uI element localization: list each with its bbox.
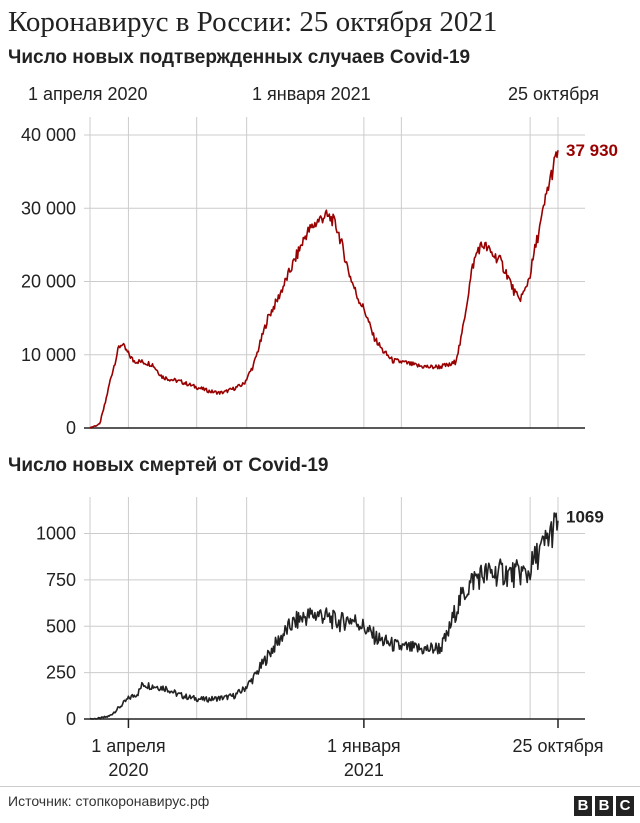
bbc-logo: B B C: [574, 796, 634, 816]
y-tick-label: 0: [66, 709, 76, 729]
data-series-line: [89, 512, 559, 720]
last-value-label: 1069: [566, 508, 604, 527]
x-tick-label-year: 2020: [108, 760, 148, 780]
data-series-line: [89, 150, 559, 429]
y-tick-label: 10 000: [21, 345, 76, 365]
y-tick-label: 30 000: [21, 198, 76, 218]
chart-title: Коронавирус в России: 25 октября 2021: [8, 6, 498, 38]
y-tick-label: 0: [66, 418, 76, 438]
y-tick-label: 40 000: [21, 125, 76, 145]
top-label-apr-2020: 1 апреля 2020: [28, 84, 148, 104]
bbc-logo-letter: C: [616, 796, 634, 816]
bbc-logo-letter: B: [574, 796, 592, 816]
bbc-logo-letter: B: [595, 796, 613, 816]
y-tick-label: 250: [46, 663, 76, 683]
footer-divider: [0, 786, 640, 787]
top-label-jan-2021: 1 января 2021: [252, 84, 371, 104]
x-tick-label: 1 апреля: [91, 736, 165, 756]
deaths-chart: 0 250 500 750 1000 1069 1 апреля 2020 1 января 20…: [36, 497, 604, 780]
y-tick-label: 750: [46, 570, 76, 590]
top-label-oct-25: 25 октября: [508, 84, 599, 104]
x-tick-label-year: 2021: [344, 760, 384, 780]
deaths-chart-subtitle: Число новых смертей от Covid-19: [8, 455, 329, 476]
cases-chart: 0 10 000 20 000 30 000 40 000 37 930: [21, 117, 618, 438]
last-value-label: 37 930: [566, 141, 618, 160]
cases-chart-subtitle: Число новых подтвержденных случаев Covid…: [8, 47, 471, 68]
x-tick-label: 1 января: [327, 736, 401, 756]
source-note: Источник: стопкоронавирус.рф: [8, 793, 210, 809]
x-tick-label: 25 октября: [513, 736, 604, 756]
y-tick-label: 500: [46, 616, 76, 636]
y-tick-label: 20 000: [21, 272, 76, 292]
y-tick-label: 1000: [36, 524, 76, 544]
